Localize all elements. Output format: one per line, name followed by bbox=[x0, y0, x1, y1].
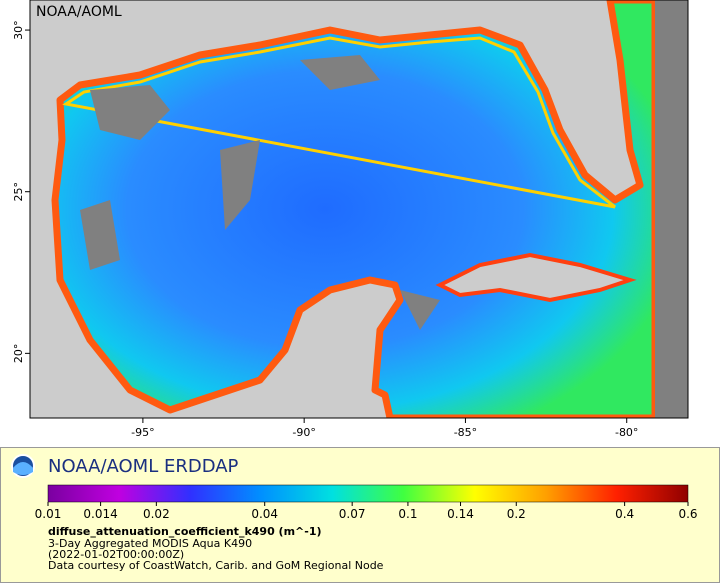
colorbar-tick-label: 0.07 bbox=[339, 507, 366, 521]
colorbar-tick-label: 0.6 bbox=[678, 507, 697, 521]
lat-tick-label: 25° bbox=[12, 182, 25, 202]
colorbar-tick-label: 0.04 bbox=[251, 507, 278, 521]
colorbar-tick-label: 0.4 bbox=[615, 507, 634, 521]
lon-tick-label: -85° bbox=[454, 426, 477, 439]
lat-tick-label: 30° bbox=[12, 20, 25, 40]
legend-title: NOAA/AOML ERDDAP bbox=[48, 456, 239, 477]
colorbar-tick-label: 0.1 bbox=[398, 507, 417, 521]
logo-wave bbox=[13, 462, 33, 475]
colorbar bbox=[47, 484, 689, 503]
legend-line: 3-Day Aggregated MODIS Aqua K490 bbox=[48, 537, 252, 550]
colorbar-tick-label: 0.02 bbox=[143, 507, 170, 521]
legend-panel bbox=[0, 447, 720, 583]
colorbar-tick-label: 0.14 bbox=[447, 507, 474, 521]
variable-name: diffuse_attenuation_coefficient_k490 (m^… bbox=[48, 525, 322, 538]
no-data bbox=[80, 0, 688, 418]
lon-tick-label: -80° bbox=[615, 426, 638, 439]
cuba bbox=[435, 252, 637, 303]
lat-tick-label: 20° bbox=[12, 344, 25, 364]
colorbar-tick-label: 0.2 bbox=[507, 507, 526, 521]
legend-line: (2022-01-02T00:00:00Z) bbox=[48, 548, 184, 561]
ocean bbox=[51, 0, 659, 418]
colorbar-tick-label: 0.01 bbox=[35, 507, 62, 521]
map-frame bbox=[29, 0, 689, 419]
coastal-band bbox=[62, 36, 616, 209]
watermark: NOAA/AOML bbox=[36, 4, 122, 20]
legend-line: Data courtesy of CoastWatch, Carib. and … bbox=[48, 559, 384, 572]
lon-tick-label: -90° bbox=[292, 426, 315, 439]
lon-tick-label: -95° bbox=[131, 426, 154, 439]
map: NOAA/AOML bbox=[30, 0, 688, 418]
colorbar-tick-label: 0.014 bbox=[83, 507, 117, 521]
